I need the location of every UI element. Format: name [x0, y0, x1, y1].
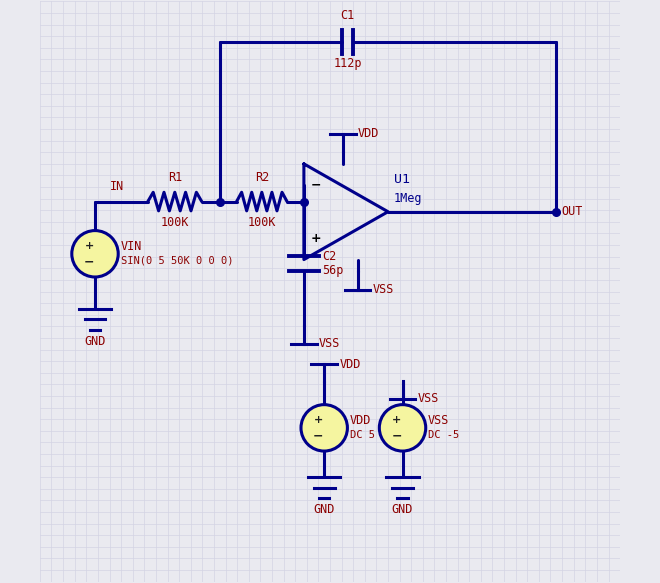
Text: +: + — [392, 415, 401, 425]
Text: −: − — [311, 178, 321, 191]
Text: 112p: 112p — [333, 57, 362, 70]
Text: DC -5: DC -5 — [428, 430, 459, 440]
Text: VDD: VDD — [350, 415, 371, 427]
Text: C2: C2 — [323, 251, 337, 264]
Text: GND: GND — [314, 503, 335, 517]
Text: SIN(0 5 50K 0 0 0): SIN(0 5 50K 0 0 0) — [121, 256, 233, 266]
Text: VSS: VSS — [428, 415, 449, 427]
Text: C1: C1 — [341, 9, 354, 22]
Text: −: − — [391, 430, 402, 442]
Circle shape — [72, 231, 118, 277]
Text: VIN: VIN — [121, 240, 142, 254]
Text: GND: GND — [392, 503, 413, 517]
Text: +: + — [311, 232, 321, 245]
Text: +: + — [314, 415, 323, 425]
Text: VSS: VSS — [373, 283, 394, 296]
Text: VDD: VDD — [358, 127, 380, 140]
Text: −: − — [313, 430, 323, 442]
Text: −: − — [84, 255, 94, 268]
Text: VDD: VDD — [339, 357, 360, 371]
Text: 100K: 100K — [160, 216, 189, 229]
Text: VSS: VSS — [418, 392, 439, 405]
Text: GND: GND — [84, 335, 106, 348]
Text: R2: R2 — [255, 171, 269, 184]
Text: 100K: 100K — [248, 216, 276, 229]
Text: OUT: OUT — [561, 205, 582, 218]
Text: +: + — [84, 241, 94, 251]
Text: R1: R1 — [168, 171, 182, 184]
Text: VSS: VSS — [319, 337, 341, 350]
Circle shape — [379, 405, 426, 451]
Circle shape — [301, 405, 347, 451]
Text: U1: U1 — [394, 173, 410, 187]
Text: 1Meg: 1Meg — [394, 192, 422, 205]
Text: 56p: 56p — [323, 265, 344, 278]
Text: DC 5: DC 5 — [350, 430, 375, 440]
Text: IN: IN — [110, 180, 124, 193]
